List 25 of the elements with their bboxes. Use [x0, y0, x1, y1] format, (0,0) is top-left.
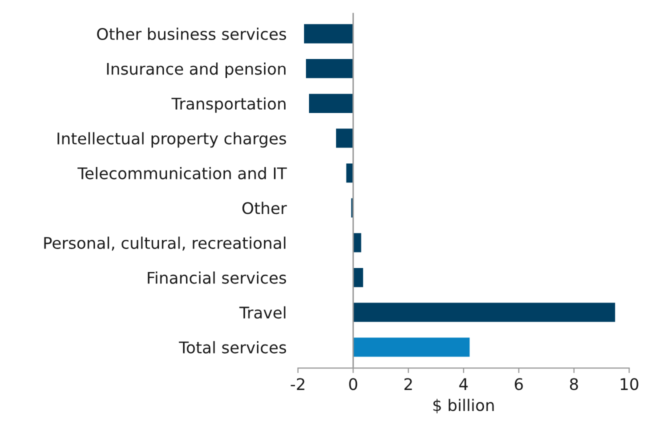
y-tick-label: Total services — [178, 341, 286, 354]
y-tick-label: Telecommunication and IT — [77, 166, 287, 180]
bar — [309, 94, 354, 113]
y-tick-label: Personal, cultural, recreational — [44, 236, 286, 251]
x-tick-label: 0 — [349, 378, 358, 390]
y-tick-label: Travel — [239, 306, 286, 319]
bar — [353, 268, 364, 288]
y-tick-label: Transportation — [171, 97, 286, 113]
bar — [353, 302, 616, 322]
y-tick-label: Financial services — [148, 271, 286, 284]
y-tick-label: Other business services — [97, 28, 286, 40]
bar — [353, 338, 470, 357]
x-tick-label: 2 — [404, 378, 412, 390]
bar — [336, 128, 354, 148]
y-tick-label: Other — [242, 202, 287, 214]
bar — [304, 24, 354, 44]
x-tick-label: -2 — [290, 378, 304, 390]
y-tick-label: Intellectual property charges — [58, 132, 286, 148]
x-tick-label: 10 — [620, 378, 638, 390]
x-tick-label: 6 — [514, 378, 523, 390]
x-tick-label: 4 — [459, 378, 468, 390]
y-tick-label: Insurance and pension — [107, 62, 286, 78]
bar — [306, 58, 354, 78]
x-tick-label: 8 — [570, 378, 578, 390]
x-axis-title: $ billion — [433, 398, 494, 414]
